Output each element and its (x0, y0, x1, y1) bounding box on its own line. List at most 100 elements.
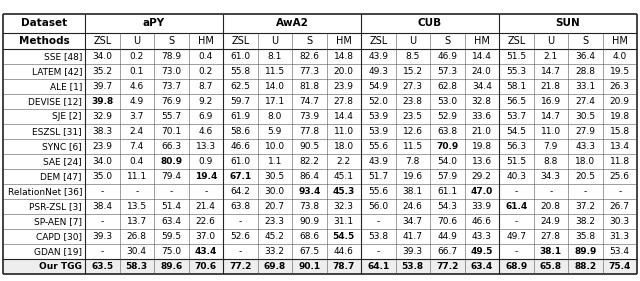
Text: SUN: SUN (556, 19, 580, 28)
Text: 13.6: 13.6 (472, 157, 492, 166)
Bar (3, 229, 637, 244)
Text: 24.0: 24.0 (472, 67, 492, 76)
Text: 23.5: 23.5 (403, 112, 423, 121)
Text: 37.0: 37.0 (196, 232, 216, 241)
Text: aPY: aPY (143, 19, 165, 28)
Text: 38.2: 38.2 (575, 217, 595, 226)
Text: 43.9: 43.9 (368, 157, 388, 166)
Text: SYNC [6]: SYNC [6] (42, 142, 82, 151)
Text: 6.9: 6.9 (198, 112, 213, 121)
Text: 13.7: 13.7 (127, 217, 147, 226)
Text: 61.0: 61.0 (230, 157, 250, 166)
Text: 76.9: 76.9 (161, 97, 181, 106)
Text: -: - (100, 247, 104, 256)
Text: 0.4: 0.4 (198, 52, 213, 61)
Text: 34.0: 34.0 (92, 52, 112, 61)
Text: 45.2: 45.2 (265, 232, 285, 241)
Text: 73.0: 73.0 (161, 67, 181, 76)
Text: 63.4: 63.4 (470, 262, 493, 271)
Text: 21.8: 21.8 (541, 82, 561, 91)
Text: 24.6: 24.6 (403, 202, 422, 211)
Bar (3, 199, 637, 214)
Text: 27.4: 27.4 (575, 97, 595, 106)
Text: 62.5: 62.5 (230, 82, 250, 91)
Bar (120, 33, 154, 49)
Text: 3.7: 3.7 (129, 112, 144, 121)
Bar (3, 154, 637, 169)
Text: 20.8: 20.8 (541, 202, 561, 211)
Text: 15.2: 15.2 (403, 67, 423, 76)
Text: -: - (515, 247, 518, 256)
Text: 53.8: 53.8 (368, 232, 388, 241)
Text: 63.8: 63.8 (230, 202, 250, 211)
Text: 39.3: 39.3 (403, 247, 423, 256)
Text: 20.9: 20.9 (610, 97, 630, 106)
Text: 37.2: 37.2 (575, 202, 595, 211)
Text: 35.0: 35.0 (92, 172, 112, 181)
Text: 27.8: 27.8 (541, 232, 561, 241)
Text: 26.3: 26.3 (610, 82, 630, 91)
Text: 31.3: 31.3 (610, 232, 630, 241)
Text: 89.9: 89.9 (574, 247, 596, 256)
Text: HM: HM (612, 36, 628, 46)
Text: 39.8: 39.8 (91, 97, 113, 106)
Text: -: - (515, 187, 518, 196)
Text: U: U (271, 36, 278, 46)
Text: 51.7: 51.7 (368, 172, 388, 181)
Text: 14.4: 14.4 (334, 112, 354, 121)
Text: 30.3: 30.3 (610, 217, 630, 226)
Bar (154, 33, 189, 49)
Bar (3, 214, 637, 229)
Text: RelationNet [36]: RelationNet [36] (8, 187, 82, 196)
Text: 53.0: 53.0 (437, 97, 458, 106)
Text: 58.3: 58.3 (125, 262, 148, 271)
Text: 44.9: 44.9 (437, 232, 457, 241)
Text: 63.4: 63.4 (161, 217, 181, 226)
Text: HM: HM (336, 36, 352, 46)
Text: 27.9: 27.9 (575, 127, 595, 136)
Text: U: U (547, 36, 554, 46)
Text: 63.8: 63.8 (437, 127, 458, 136)
Text: 70.9: 70.9 (436, 142, 458, 151)
Text: -: - (549, 187, 552, 196)
Text: Dataset: Dataset (21, 19, 67, 28)
Bar (223, 14, 361, 33)
Text: 70.6: 70.6 (195, 262, 217, 271)
Text: 35.8: 35.8 (575, 232, 595, 241)
Text: 55.8: 55.8 (230, 67, 250, 76)
Text: 32.9: 32.9 (92, 112, 112, 121)
Text: 8.0: 8.0 (268, 112, 282, 121)
Text: 73.9: 73.9 (299, 112, 319, 121)
Text: 11.5: 11.5 (403, 142, 423, 151)
Text: 31.1: 31.1 (333, 217, 354, 226)
Bar (85, 33, 120, 49)
Text: 56.5: 56.5 (506, 97, 526, 106)
Text: HM: HM (198, 36, 214, 46)
Text: ZSL: ZSL (231, 36, 250, 46)
Text: 14.4: 14.4 (472, 52, 492, 61)
Text: 68.6: 68.6 (299, 232, 319, 241)
Text: 86.4: 86.4 (300, 172, 319, 181)
Text: 11.0: 11.0 (333, 127, 354, 136)
Bar (3, 64, 637, 79)
Text: ZSL: ZSL (507, 36, 525, 46)
Text: 61.4: 61.4 (505, 202, 527, 211)
Text: 23.9: 23.9 (333, 82, 354, 91)
Text: AwA2: AwA2 (276, 19, 308, 28)
Text: 62.8: 62.8 (437, 82, 457, 91)
Text: 41.7: 41.7 (403, 232, 423, 241)
Text: 34.4: 34.4 (472, 82, 492, 91)
Text: 93.4: 93.4 (298, 187, 321, 196)
Text: 78.7: 78.7 (333, 262, 355, 271)
Text: HM: HM (474, 36, 490, 46)
Text: SAE [24]: SAE [24] (44, 157, 82, 166)
Text: 39.3: 39.3 (92, 232, 112, 241)
Text: 15.8: 15.8 (610, 127, 630, 136)
Text: 0.2: 0.2 (130, 52, 144, 61)
Text: 23.3: 23.3 (265, 217, 285, 226)
Text: 49.7: 49.7 (506, 232, 526, 241)
Text: 9.2: 9.2 (198, 97, 213, 106)
Text: 43.3: 43.3 (472, 232, 492, 241)
Text: 30.0: 30.0 (265, 187, 285, 196)
Text: ZSL: ZSL (93, 36, 111, 46)
